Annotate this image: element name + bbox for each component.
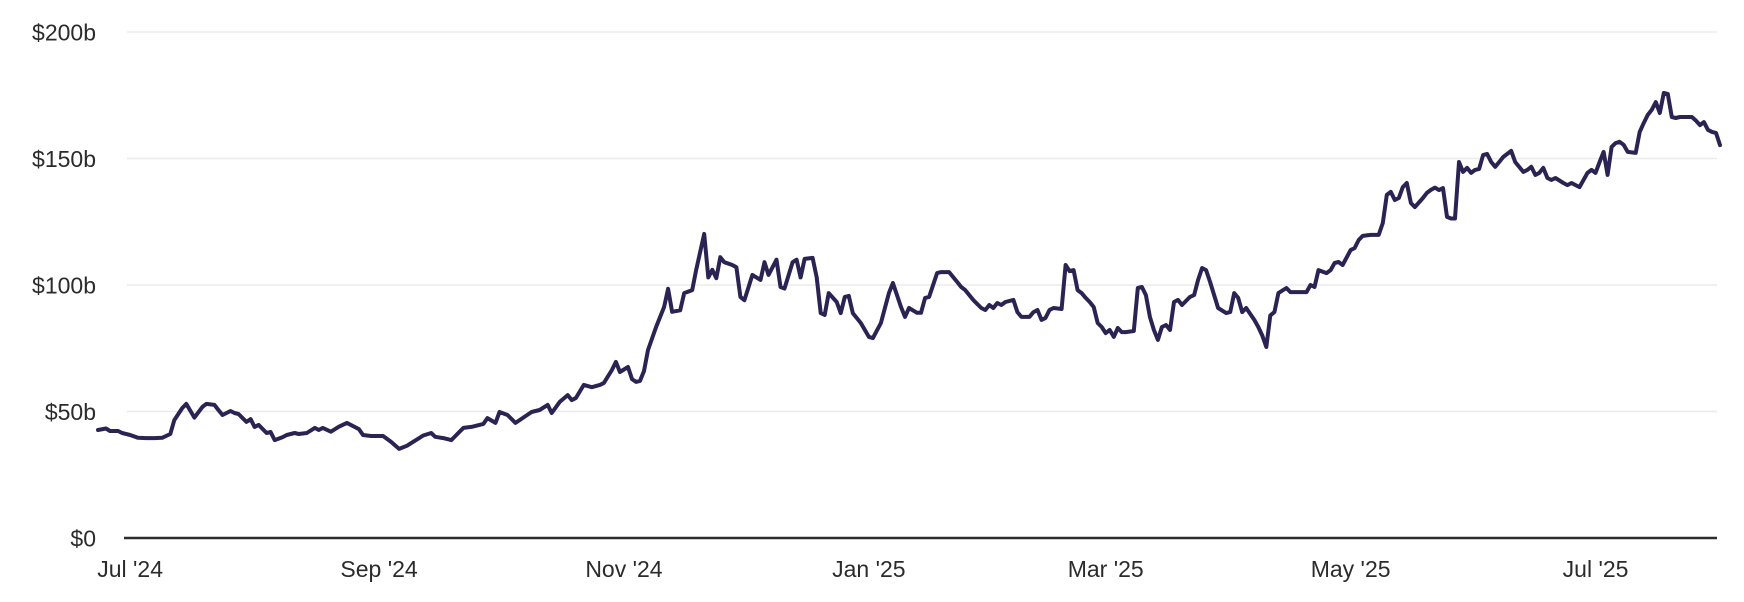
x-tick-label: Jul '25: [1563, 556, 1629, 582]
y-tick-label: $50b: [45, 399, 96, 425]
x-tick-label: Jul '24: [97, 556, 163, 582]
x-axis-labels: Jul '24 Sep '24 Nov '24 Jan '25 Mar '25 May '…: [97, 556, 1628, 582]
y-axis-labels: $0 $50b $100b $150b $200b: [32, 19, 96, 551]
value-series-path: [96, 91, 1722, 451]
x-tick-label: May '25: [1311, 556, 1391, 582]
gridlines: [127, 31, 1717, 413]
x-tick-label: Sep '24: [340, 556, 417, 582]
x-tick-label: Mar '25: [1068, 556, 1144, 582]
price-line: [96, 91, 1722, 451]
y-tick-label: $0: [70, 525, 96, 551]
x-tick-label: Jan '25: [832, 556, 905, 582]
y-tick-label: $200b: [32, 19, 96, 45]
x-tick-label: Nov '24: [585, 556, 662, 582]
y-tick-label: $100b: [32, 272, 96, 298]
y-tick-label: $150b: [32, 146, 96, 172]
